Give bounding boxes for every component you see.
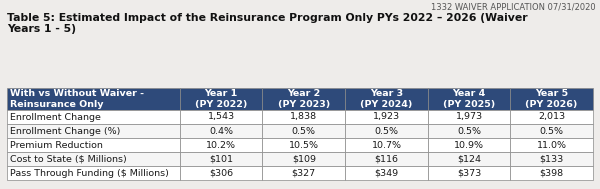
- Text: 1332 WAIVER APPLICATION 07/31/2020: 1332 WAIVER APPLICATION 07/31/2020: [431, 3, 596, 12]
- Text: 11.0%: 11.0%: [536, 140, 566, 149]
- Bar: [511, 152, 593, 166]
- Bar: [511, 110, 593, 124]
- Bar: [262, 152, 345, 166]
- Bar: [428, 166, 511, 180]
- Bar: [345, 166, 428, 180]
- Bar: [180, 166, 262, 180]
- Text: Year 3
(PY 2024): Year 3 (PY 2024): [360, 89, 413, 109]
- Text: $133: $133: [539, 154, 564, 163]
- Bar: [511, 138, 593, 152]
- Bar: [7, 88, 180, 110]
- Bar: [428, 124, 511, 138]
- Bar: [180, 88, 262, 110]
- Text: 1,923: 1,923: [373, 112, 400, 122]
- Text: 10.9%: 10.9%: [454, 140, 484, 149]
- Text: 10.5%: 10.5%: [289, 140, 319, 149]
- Bar: [345, 138, 428, 152]
- Text: 0.5%: 0.5%: [374, 126, 398, 136]
- Bar: [180, 124, 262, 138]
- Text: Premium Reduction: Premium Reduction: [10, 140, 103, 149]
- Text: Year 4
(PY 2025): Year 4 (PY 2025): [443, 89, 495, 109]
- Text: Year 1
(PY 2022): Year 1 (PY 2022): [195, 89, 247, 109]
- Bar: [7, 110, 180, 124]
- Bar: [262, 88, 345, 110]
- Text: $327: $327: [292, 169, 316, 177]
- Text: Enrollment Change: Enrollment Change: [10, 112, 101, 122]
- Bar: [511, 124, 593, 138]
- Text: $398: $398: [539, 169, 564, 177]
- Bar: [511, 166, 593, 180]
- Text: Year 2
(PY 2023): Year 2 (PY 2023): [278, 89, 330, 109]
- Text: 10.2%: 10.2%: [206, 140, 236, 149]
- Bar: [262, 110, 345, 124]
- Bar: [7, 152, 180, 166]
- Text: 0.5%: 0.5%: [457, 126, 481, 136]
- Text: Table 5: Estimated Impact of the Reinsurance Program Only PYs 2022 – 2026 (Waive: Table 5: Estimated Impact of the Reinsur…: [7, 13, 527, 23]
- Bar: [345, 88, 428, 110]
- Text: $349: $349: [374, 169, 398, 177]
- Bar: [180, 110, 262, 124]
- Bar: [180, 152, 262, 166]
- Text: Year 5
(PY 2026): Year 5 (PY 2026): [526, 89, 578, 109]
- Text: $109: $109: [292, 154, 316, 163]
- Text: 2,013: 2,013: [538, 112, 565, 122]
- Text: Enrollment Change (%): Enrollment Change (%): [10, 126, 121, 136]
- Bar: [428, 88, 511, 110]
- Bar: [511, 88, 593, 110]
- Text: 1,543: 1,543: [208, 112, 235, 122]
- Bar: [262, 124, 345, 138]
- Text: Pass Through Funding ($ Millions): Pass Through Funding ($ Millions): [10, 169, 169, 177]
- Text: 10.7%: 10.7%: [371, 140, 401, 149]
- Bar: [7, 124, 180, 138]
- Bar: [262, 138, 345, 152]
- Text: Years 1 - 5): Years 1 - 5): [7, 24, 76, 34]
- Text: $124: $124: [457, 154, 481, 163]
- Bar: [428, 110, 511, 124]
- Bar: [180, 138, 262, 152]
- Text: 0.5%: 0.5%: [539, 126, 563, 136]
- Bar: [428, 138, 511, 152]
- Bar: [7, 138, 180, 152]
- Text: $306: $306: [209, 169, 233, 177]
- Bar: [262, 166, 345, 180]
- Text: $101: $101: [209, 154, 233, 163]
- Text: $116: $116: [374, 154, 398, 163]
- Text: With vs Without Waiver -
Reinsurance Only: With vs Without Waiver - Reinsurance Onl…: [10, 89, 144, 109]
- Bar: [7, 166, 180, 180]
- Text: 1,838: 1,838: [290, 112, 317, 122]
- Bar: [428, 152, 511, 166]
- Bar: [345, 110, 428, 124]
- Text: 0.4%: 0.4%: [209, 126, 233, 136]
- Bar: [345, 124, 428, 138]
- Bar: [345, 152, 428, 166]
- Text: Cost to State ($ Millions): Cost to State ($ Millions): [10, 154, 127, 163]
- Text: 1,973: 1,973: [455, 112, 482, 122]
- Text: 0.5%: 0.5%: [292, 126, 316, 136]
- Text: $373: $373: [457, 169, 481, 177]
